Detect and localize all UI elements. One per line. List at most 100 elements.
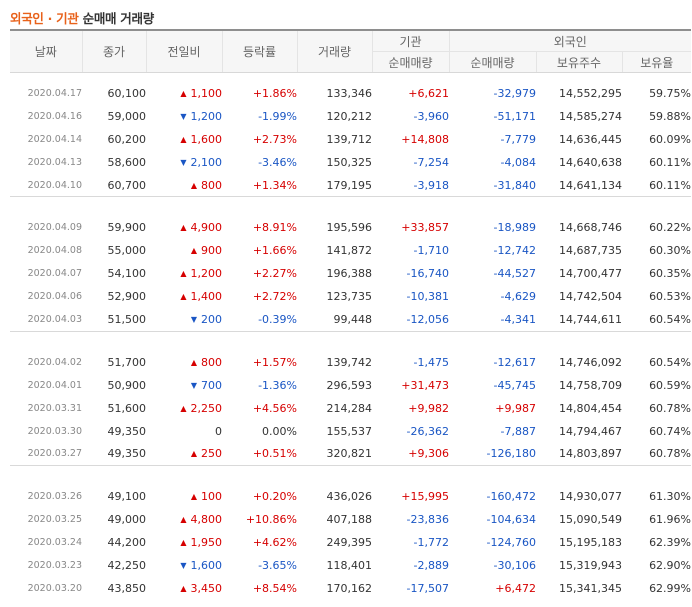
triangle-up-icon: ▲: [180, 269, 187, 279]
foreign-net-cell: -160,472: [486, 490, 536, 504]
group-divider: [10, 196, 692, 208]
volume-cell: 296,593: [326, 378, 373, 392]
table-row: 2020.03.24 44,200 ▲ 1,950 +4.62% 249,395 -1,77…: [10, 531, 691, 554]
change-value: 900: [201, 244, 222, 258]
change-value: 2,100: [190, 155, 223, 169]
table-row: 2020.04.13 58,600 ▼ 2,100 -3.46% 150,325 -7,25…: [10, 151, 691, 174]
date-cell: 2020.04.09: [27, 222, 82, 234]
triangle-up-icon: ▲: [180, 223, 187, 233]
close-price-cell: 55,000: [107, 244, 147, 258]
change-rate-cell: +10.86%: [245, 513, 297, 527]
foreign-ratio-cell: 60.54%: [649, 312, 692, 326]
date-cell: 2020.03.31: [27, 402, 82, 414]
date-cell: 2020.03.23: [27, 559, 82, 571]
foreign-ratio-cell: 60.22%: [649, 221, 692, 235]
institution-net-cell: +6,621: [408, 86, 449, 100]
foreign-shares-cell: 14,585,274: [559, 109, 622, 123]
triangle-down-icon: ▼: [190, 314, 197, 324]
volume-cell: 123,735: [326, 290, 373, 304]
triangle-down-icon: ▼: [180, 157, 187, 167]
foreign-ratio-cell: 60.54%: [649, 355, 692, 369]
date-cell: 2020.04.08: [27, 245, 82, 257]
change-cell: ▲ 800: [146, 174, 222, 197]
foreign-ratio-cell: 59.75%: [649, 86, 692, 100]
trading-table: 날짜 종가 전일비 등락률 거래량 기관 외국인 순매매량 순매매량 보유주수 …: [10, 29, 692, 600]
table-row: 2020.04.03 51,500 ▼ 200 -0.39% 99,448 -12,056 -…: [10, 308, 691, 331]
institution-net-cell: +33,857: [401, 221, 449, 235]
table-row: 2020.04.09 59,900 ▲ 4,900 +8.91% 195,596 +33,8…: [10, 216, 691, 239]
change-cell: ▼ 1,600: [146, 554, 222, 577]
date-cell: 2020.04.03: [27, 313, 82, 325]
title-suffix: 순매매 거래량: [82, 11, 155, 26]
change-cell: 0: [146, 420, 222, 443]
institution-net-cell: +15,995: [401, 490, 449, 504]
table-row: 2020.04.01 50,900 ▼ 700 -1.36% 296,593 +31,473…: [10, 374, 691, 397]
date-cell: 2020.04.14: [27, 133, 82, 145]
change-rate-cell: +1.57%: [252, 355, 297, 369]
change-cell: ▲ 800: [146, 351, 222, 374]
date-cell: 2020.03.20: [27, 582, 82, 594]
change-rate-cell: -3.46%: [258, 155, 297, 169]
table-row: 2020.03.25 49,000 ▲ 4,800 +10.86% 407,188 -23,…: [10, 508, 691, 531]
header-close: 종가: [81, 29, 146, 73]
change-value: 1,200: [190, 267, 223, 281]
institution-net-cell: -3,918: [413, 178, 449, 192]
close-price-cell: 50,900: [107, 378, 147, 392]
change-value: 3,450: [190, 581, 223, 595]
institution-net-cell: -3,960: [413, 109, 449, 123]
date-cell: 2020.04.10: [27, 179, 82, 191]
foreign-shares-cell: 14,641,134: [559, 178, 622, 192]
title-separator: ·: [43, 11, 57, 26]
foreign-ratio-cell: 60.74%: [649, 424, 692, 438]
header-foreign-group: 외국인: [448, 29, 692, 52]
volume-cell: 133,346: [326, 86, 373, 100]
institution-net-cell: -12,056: [406, 312, 449, 326]
header-institution-net: 순매매량: [371, 51, 449, 73]
title-institution: 기관: [56, 11, 79, 26]
foreign-ratio-cell: 60.30%: [649, 244, 692, 258]
close-price-cell: 52,900: [107, 290, 147, 304]
header-foreign-ratio: 보유율: [621, 51, 692, 73]
change-cell: ▲ 2,250: [146, 397, 222, 420]
change-value: 100: [201, 490, 222, 504]
close-price-cell: 49,350: [107, 424, 147, 438]
foreign-net-cell: -45,745: [493, 378, 536, 392]
change-value: 200: [201, 312, 222, 326]
change-cell: ▲ 900: [146, 239, 222, 262]
institution-net-cell: -17,507: [406, 581, 449, 595]
change-value: 1,600: [190, 132, 223, 146]
table-row: 2020.03.20 43,850 ▲ 3,450 +8.54% 170,162 -17,5…: [10, 577, 691, 600]
foreign-net-cell: -32,979: [493, 86, 536, 100]
foreign-net-cell: -12,742: [493, 244, 536, 258]
triangle-up-icon: ▲: [180, 403, 187, 413]
volume-cell: 139,742: [326, 355, 373, 369]
volume-cell: 170,162: [326, 581, 373, 595]
foreign-ratio-cell: 60.59%: [649, 378, 692, 392]
foreign-net-cell: -124,760: [486, 536, 536, 550]
change-rate-cell: +8.54%: [252, 581, 297, 595]
institution-net-cell: -1,475: [413, 355, 449, 369]
institution-net-cell: -2,889: [413, 558, 449, 572]
group-divider: [10, 465, 692, 477]
close-price-cell: 44,200: [107, 536, 147, 550]
header-foreign-shares: 보유주수: [535, 51, 622, 73]
close-price-cell: 43,850: [107, 581, 147, 595]
close-price-cell: 59,000: [107, 109, 147, 123]
table-row: 2020.04.08 55,000 ▲ 900 +1.66% 141,872 -1,710 -…: [10, 239, 691, 262]
change-cell: ▲ 1,400: [146, 285, 222, 308]
foreign-shares-cell: 14,804,454: [559, 401, 622, 415]
institution-net-cell: -1,772: [413, 536, 449, 550]
change-cell: ▼ 200: [146, 308, 222, 331]
change-value: 4,900: [190, 221, 223, 235]
header-rate: 등락률: [221, 29, 297, 73]
foreign-net-cell: -51,171: [493, 109, 536, 123]
change-rate-cell: +2.27%: [252, 267, 297, 281]
table-row: 2020.03.23 42,250 ▼ 1,600 -3.65% 118,401 -2,88…: [10, 554, 691, 577]
triangle-up-icon: ▲: [180, 583, 187, 593]
change-value: 700: [201, 378, 222, 392]
close-price-cell: 60,700: [107, 178, 147, 192]
triangle-down-icon: ▼: [190, 380, 197, 390]
triangle-up-icon: ▲: [180, 292, 187, 302]
change-rate-cell: -3.65%: [258, 558, 297, 572]
foreign-ratio-cell: 59.88%: [649, 109, 692, 123]
